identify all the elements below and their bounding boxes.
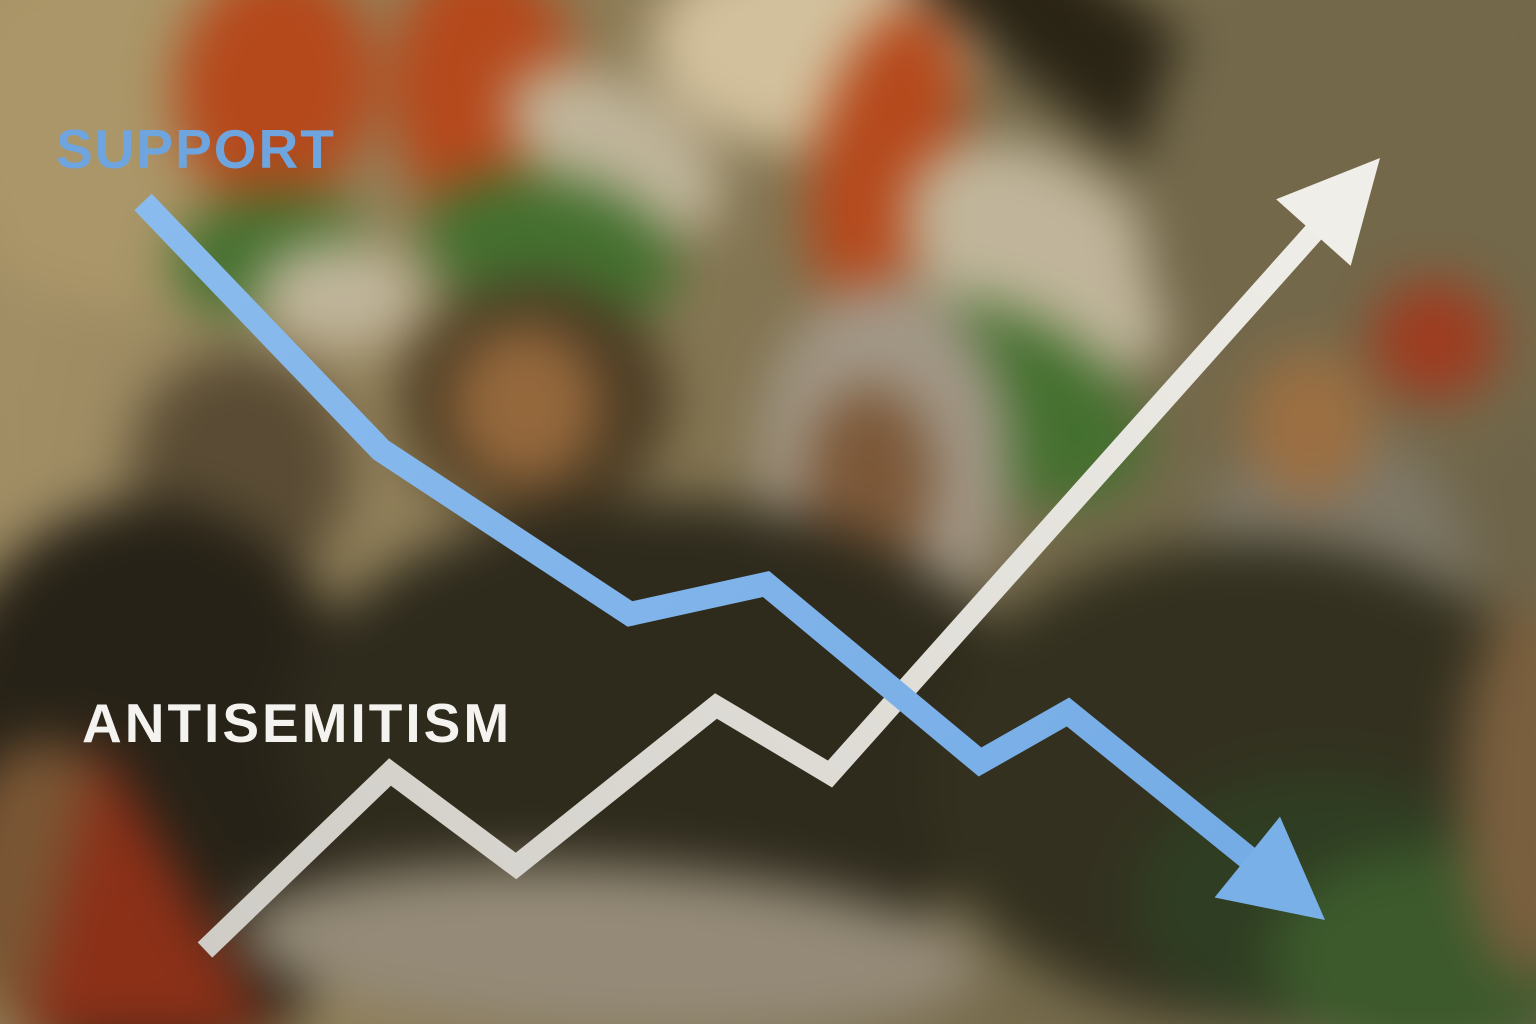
support-trend-line xyxy=(134,193,1277,885)
antisemitism-trend-line xyxy=(197,204,1340,958)
support-arrowhead-icon xyxy=(1214,816,1325,920)
antisemitism-label: ANTISEMITISM xyxy=(82,692,513,754)
antisemitism-arrowhead-icon xyxy=(1276,158,1380,266)
support-label: SUPPORT xyxy=(56,118,336,180)
distant-flag-red xyxy=(1370,280,1500,400)
demonstrator-face xyxy=(450,325,600,485)
demonstrator-face xyxy=(1245,350,1375,500)
